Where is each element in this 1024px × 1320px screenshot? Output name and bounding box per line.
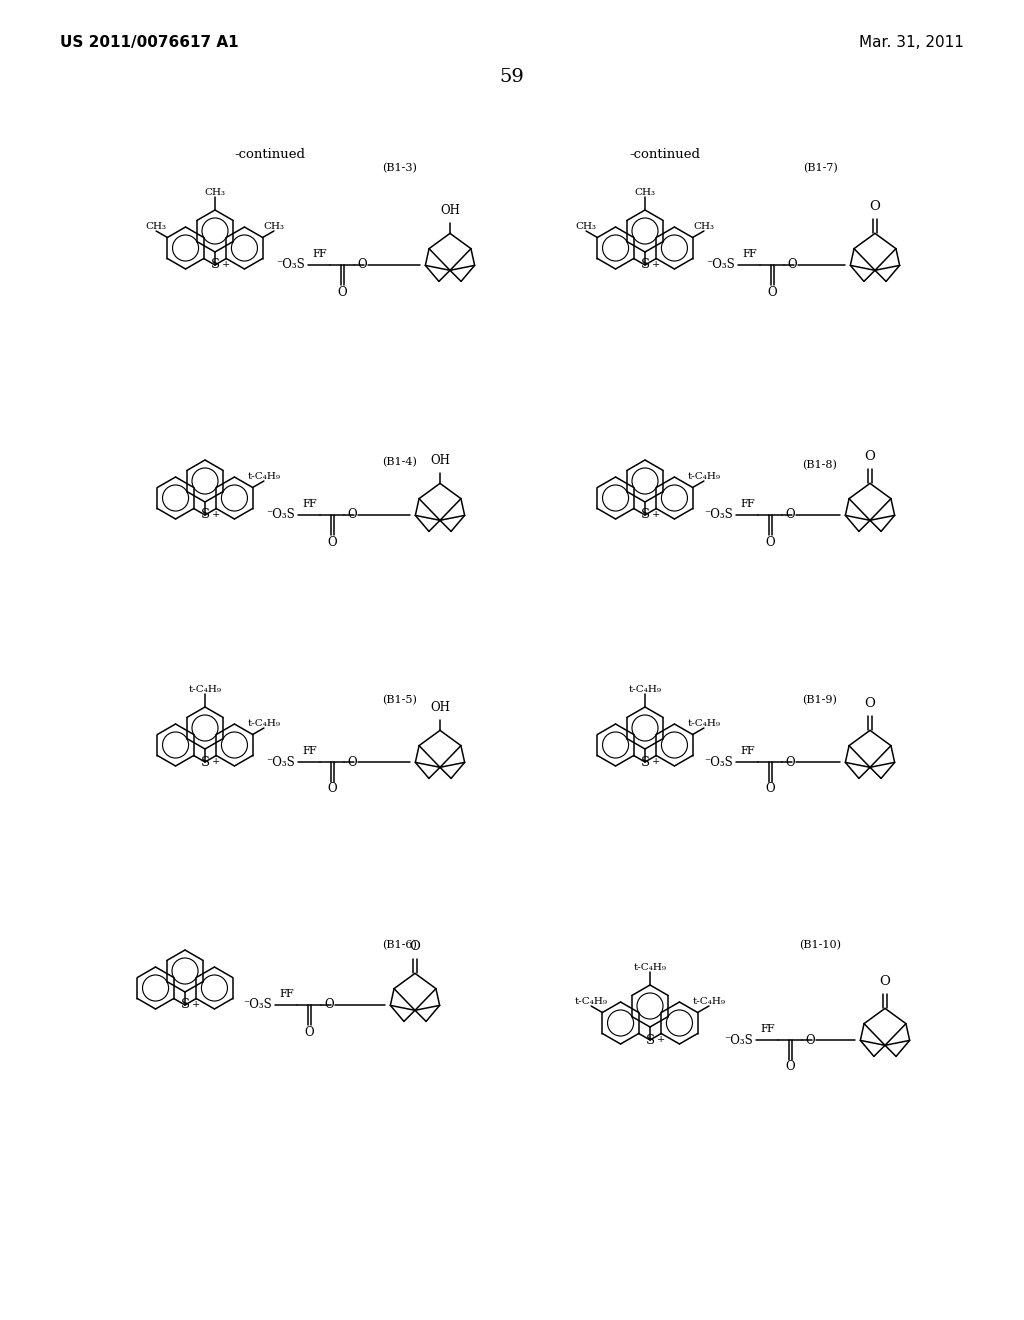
- Text: Mar. 31, 2011: Mar. 31, 2011: [859, 36, 964, 50]
- Text: (B1-4): (B1-4): [383, 457, 418, 467]
- Text: O: O: [328, 783, 337, 796]
- Text: (B1-3): (B1-3): [383, 162, 418, 173]
- Text: F: F: [308, 499, 315, 510]
- Text: t-C₄H₉: t-C₄H₉: [248, 719, 281, 729]
- Text: S: S: [640, 755, 649, 768]
- Text: F: F: [746, 499, 754, 510]
- Text: F: F: [285, 989, 293, 999]
- Text: O: O: [785, 508, 795, 521]
- Text: F: F: [308, 746, 315, 756]
- Text: CH₃: CH₃: [635, 187, 655, 197]
- Text: O: O: [864, 450, 876, 463]
- Text: 59: 59: [500, 69, 524, 86]
- Text: (B1-6): (B1-6): [383, 940, 418, 950]
- Text: S: S: [640, 508, 649, 521]
- Text: (B1-8): (B1-8): [803, 459, 838, 470]
- Text: t-C₄H₉: t-C₄H₉: [634, 964, 667, 972]
- Text: O: O: [357, 259, 367, 272]
- Text: O: O: [787, 259, 797, 272]
- Text: +: +: [652, 510, 660, 519]
- Text: ⁻O₃S: ⁻O₃S: [705, 755, 733, 768]
- Text: (B1-5): (B1-5): [383, 696, 418, 705]
- Text: O: O: [767, 285, 777, 298]
- Text: +: +: [657, 1035, 666, 1044]
- Text: S: S: [640, 259, 649, 272]
- Text: S: S: [201, 755, 210, 768]
- Text: F: F: [280, 989, 287, 999]
- Text: F: F: [746, 746, 754, 756]
- Text: +: +: [652, 260, 660, 269]
- Text: US 2011/0076617 A1: US 2011/0076617 A1: [60, 36, 239, 50]
- Text: O: O: [347, 508, 356, 521]
- Text: O: O: [328, 536, 337, 549]
- Text: CH₃: CH₃: [145, 222, 167, 231]
- Text: F: F: [302, 746, 310, 756]
- Text: F: F: [742, 249, 750, 259]
- Text: F: F: [318, 249, 326, 259]
- Text: O: O: [785, 1060, 795, 1073]
- Text: F: F: [302, 499, 310, 510]
- Text: O: O: [765, 536, 775, 549]
- Text: -continued: -continued: [234, 148, 305, 161]
- Text: +: +: [193, 1001, 201, 1008]
- Text: +: +: [652, 756, 660, 766]
- Text: t-C₄H₉: t-C₄H₉: [692, 997, 725, 1006]
- Text: F: F: [766, 1024, 774, 1034]
- Text: ⁻O₃S: ⁻O₃S: [276, 259, 305, 272]
- Text: O: O: [805, 1034, 815, 1047]
- Text: -continued: -continued: [630, 148, 700, 161]
- Text: S: S: [645, 1034, 654, 1047]
- Text: ⁻O₃S: ⁻O₃S: [724, 1034, 753, 1047]
- Text: O: O: [337, 285, 347, 298]
- Text: (B1-9): (B1-9): [803, 696, 838, 705]
- Text: F: F: [760, 1024, 768, 1034]
- Text: O: O: [785, 755, 795, 768]
- Text: F: F: [740, 746, 748, 756]
- Text: +: +: [212, 756, 220, 766]
- Text: O: O: [347, 755, 356, 768]
- Text: t-C₄H₉: t-C₄H₉: [687, 473, 721, 480]
- Text: O: O: [324, 998, 334, 1011]
- Text: S: S: [201, 508, 210, 521]
- Text: F: F: [749, 249, 756, 259]
- Text: CH₃: CH₃: [693, 222, 715, 231]
- Text: O: O: [869, 201, 881, 214]
- Text: ⁻O₃S: ⁻O₃S: [266, 508, 295, 521]
- Text: CH₃: CH₃: [205, 187, 225, 197]
- Text: ⁻O₃S: ⁻O₃S: [705, 508, 733, 521]
- Text: t-C₄H₉: t-C₄H₉: [188, 685, 221, 694]
- Text: O: O: [765, 783, 775, 796]
- Text: t-C₄H₉: t-C₄H₉: [248, 473, 281, 480]
- Text: ⁻O₃S: ⁻O₃S: [266, 755, 295, 768]
- Text: t-C₄H₉: t-C₄H₉: [574, 997, 607, 1006]
- Text: OH: OH: [430, 454, 450, 467]
- Text: OH: OH: [430, 701, 450, 714]
- Text: O: O: [864, 697, 876, 710]
- Text: ⁻O₃S: ⁻O₃S: [244, 998, 272, 1011]
- Text: +: +: [222, 260, 230, 269]
- Text: CH₃: CH₃: [575, 222, 597, 231]
- Text: F: F: [740, 499, 748, 510]
- Text: OH: OH: [440, 205, 460, 218]
- Text: (B1-7): (B1-7): [803, 162, 838, 173]
- Text: O: O: [410, 940, 421, 953]
- Text: (B1-10): (B1-10): [799, 940, 841, 950]
- Text: F: F: [312, 249, 319, 259]
- Text: +: +: [212, 510, 220, 519]
- Text: S: S: [211, 259, 219, 272]
- Text: t-C₄H₉: t-C₄H₉: [629, 685, 662, 694]
- Text: S: S: [180, 998, 189, 1011]
- Text: ⁻O₃S: ⁻O₃S: [707, 259, 735, 272]
- Text: O: O: [304, 1026, 313, 1039]
- Text: O: O: [880, 975, 891, 989]
- Text: t-C₄H₉: t-C₄H₉: [687, 719, 721, 729]
- Text: CH₃: CH₃: [263, 222, 285, 231]
